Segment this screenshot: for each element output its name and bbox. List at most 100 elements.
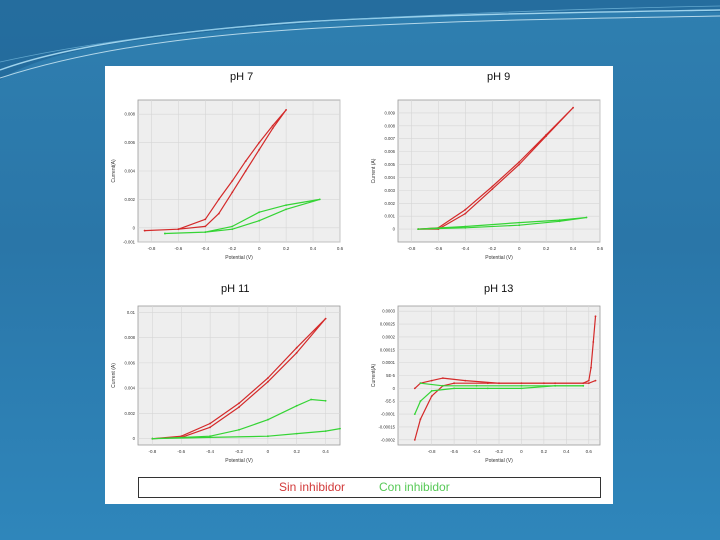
y-tick-label: 0.01 <box>127 310 136 315</box>
y-tick-label: 0.006 <box>125 140 136 145</box>
data-point-sin <box>594 379 597 382</box>
y-tick-label: 0.001 <box>385 214 396 219</box>
data-point-con <box>258 219 261 222</box>
y-tick-label: 0 <box>393 227 396 232</box>
data-point-con <box>231 225 234 228</box>
data-point-con <box>475 384 478 387</box>
y-tick-label: 5E-5 <box>386 373 396 378</box>
x-tick-label: -0.2 <box>235 449 243 454</box>
y-tick-label: -0.0001 <box>381 412 396 417</box>
chart-title-ph7: pH 7 <box>230 71 254 83</box>
x-tick-label: 0.2 <box>543 246 550 251</box>
y-tick-label: 0.004 <box>125 386 136 391</box>
data-point-con <box>464 225 467 228</box>
y-axis-label: Current(A) <box>371 363 377 387</box>
data-point-sin <box>543 382 545 385</box>
data-point-sin <box>231 191 234 194</box>
data-point-con <box>419 400 422 403</box>
x-tick-label: 0.4 <box>310 246 317 251</box>
data-point-con <box>151 437 154 440</box>
x-tick-label: -0.8 <box>408 246 416 251</box>
y-axis-label: Current (A) <box>371 158 377 183</box>
data-point-con <box>267 418 269 421</box>
data-point-sin <box>324 317 327 320</box>
x-tick-label: 0 <box>520 449 523 454</box>
x-tick-label: 0.6 <box>597 246 604 251</box>
y-axis-label: Current(A) <box>111 159 117 183</box>
legend-con-inhibidor: Con inhibidor <box>379 480 450 494</box>
x-tick-label: -0.6 <box>177 449 185 454</box>
chart-title-ph11: pH 11 <box>221 283 250 295</box>
y-tick-label: -5E-5 <box>385 399 396 404</box>
data-point-con <box>310 398 312 401</box>
data-point-sin <box>413 387 416 390</box>
y-tick-label: 0.005 <box>385 162 396 167</box>
y-tick-label: 0.0002 <box>382 334 395 339</box>
data-point-sin <box>594 315 597 318</box>
y-tick-label: 0.00025 <box>380 322 396 327</box>
x-tick-label: -0.6 <box>175 246 183 251</box>
y-tick-label: 0.002 <box>125 197 136 202</box>
x-tick-label: 0.6 <box>337 246 344 251</box>
data-point-sin <box>572 106 574 109</box>
data-point-sin <box>258 148 261 151</box>
x-tick-label: -0.8 <box>149 449 157 454</box>
y-tick-label: 0.0003 <box>382 309 395 314</box>
data-point-con <box>520 384 523 387</box>
data-point-sin <box>545 134 547 136</box>
x-tick-label: -0.6 <box>450 449 458 454</box>
x-tick-label: 0 <box>267 449 270 454</box>
data-point-con <box>318 198 321 201</box>
chart-title-ph9: pH 9 <box>487 71 511 83</box>
data-point-sin <box>498 382 500 385</box>
data-point-con <box>295 432 298 435</box>
data-point-con <box>554 384 556 387</box>
y-tick-label: 0.007 <box>385 136 396 141</box>
x-axis-label: Potential (V) <box>485 255 513 261</box>
series-line-con <box>420 382 584 387</box>
data-point-sin <box>442 377 444 379</box>
data-point-sin <box>464 208 467 211</box>
data-point-sin <box>464 212 467 215</box>
data-point-sin <box>238 406 240 408</box>
data-point-con <box>518 224 521 227</box>
x-tick-label: -0.4 <box>201 246 209 251</box>
x-axis-label: Potential (V) <box>225 255 253 261</box>
data-point-sin <box>143 229 146 232</box>
data-point-sin <box>271 124 274 127</box>
data-point-sin <box>491 188 494 190</box>
data-point-con <box>558 220 561 223</box>
data-point-sin <box>430 379 433 382</box>
y-tick-label: 0 <box>133 436 136 441</box>
data-point-sin <box>204 218 207 221</box>
y-tick-label: 0.00015 <box>380 347 396 352</box>
legend-box: Sin inhibidor Con inhibidor <box>138 477 601 498</box>
data-point-sin <box>204 225 207 228</box>
y-axis-label: Current (A) <box>111 363 117 388</box>
x-tick-label: 0.2 <box>294 449 301 454</box>
data-point-sin <box>244 170 247 172</box>
y-tick-label: 0.008 <box>125 335 136 340</box>
data-point-con <box>585 216 588 219</box>
chart-title-ph13: pH 13 <box>484 283 514 295</box>
data-point-sin <box>295 351 298 354</box>
data-point-sin <box>590 366 592 369</box>
data-point-con <box>267 435 269 438</box>
data-point-sin <box>217 198 220 201</box>
data-point-con <box>209 436 211 439</box>
data-point-sin <box>258 141 261 144</box>
y-tick-label: 0.0001 <box>382 360 395 365</box>
data-point-sin <box>285 109 287 111</box>
data-point-sin <box>271 127 274 130</box>
x-tick-label: -0.4 <box>461 246 469 251</box>
x-tick-label: -0.8 <box>148 246 156 251</box>
y-tick-label: -0.00015 <box>378 424 395 429</box>
data-point-sin <box>453 382 455 385</box>
data-point-sin <box>419 418 422 421</box>
legend-sin-inhibidor: Sin inhibidor <box>279 480 346 494</box>
data-point-con <box>295 404 298 407</box>
chart-ph9: -0.8 -0.6 -0.4 -0.2 0 0.2 0.4 0.6 0 0.001 0.002 0.0… <box>371 99 604 261</box>
x-tick-label: 0.2 <box>541 449 548 454</box>
data-point-sin <box>592 341 595 343</box>
x-tick-label: 0.4 <box>563 449 570 454</box>
